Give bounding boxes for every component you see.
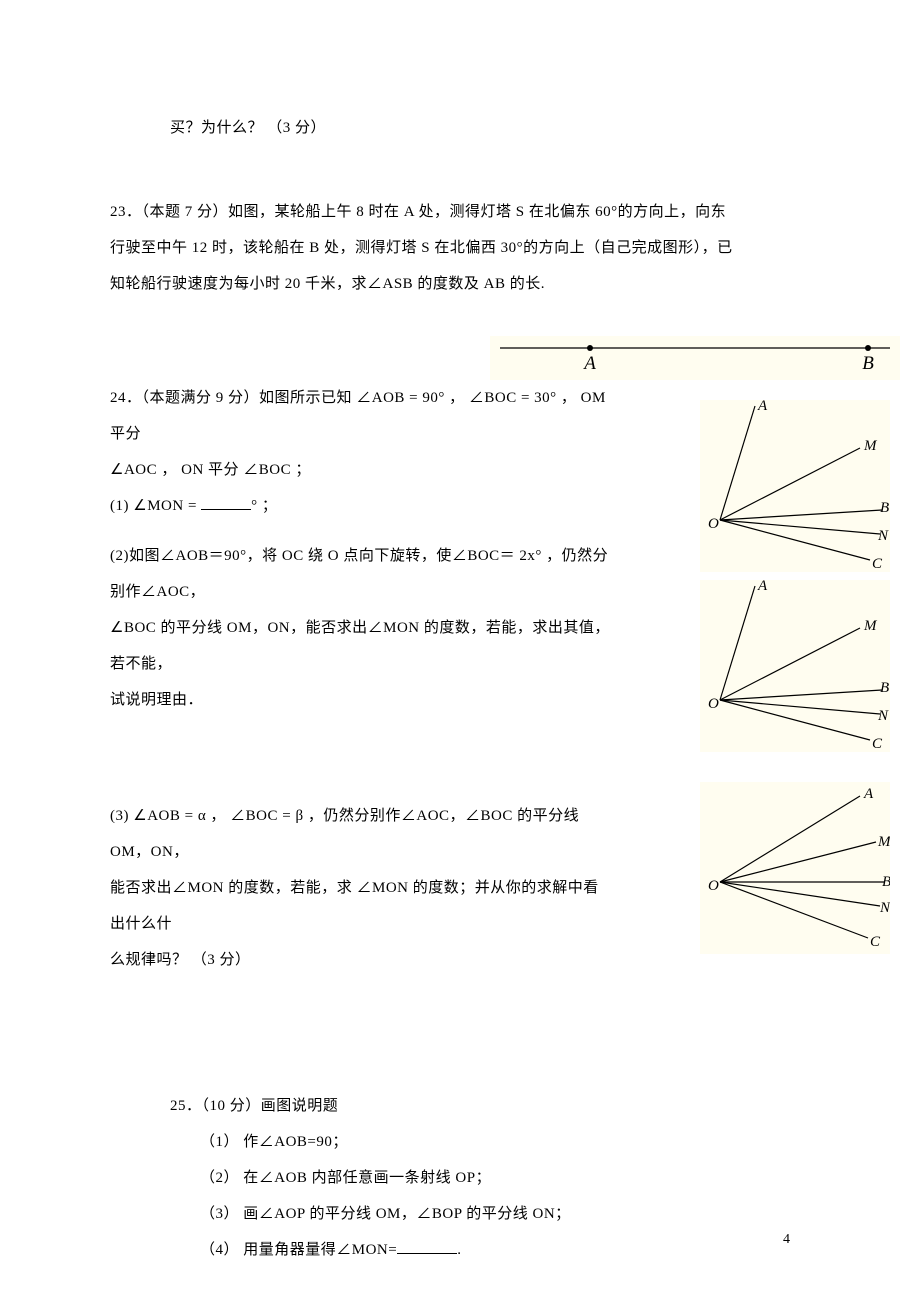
q23-line2: 行驶至中午 12 时，该轮船在 B 处，测得灯塔 S 在北偏西 30°的方向上（…: [110, 230, 810, 266]
svg-text:N: N: [877, 528, 889, 544]
svg-text:B: B: [862, 353, 874, 374]
q23-line3: 知轮船行驶速度为每小时 20 千米，求∠ASB 的度数及 AB 的长.: [110, 266, 810, 302]
q25-p3: （3） 画∠AOP 的平分线 OM，∠BOP 的平分线 ON；: [110, 1196, 810, 1232]
svg-text:B: B: [880, 680, 889, 696]
q24-part1-label: (1) ∠MON =: [110, 498, 201, 514]
q24-part2-l3: 试说明理由．: [110, 682, 610, 718]
svg-text:A: A: [757, 400, 768, 414]
q24-part3-l2: 能否求出∠MON 的度数，若能，求 ∠MON 的度数；并从你的求解中看出什么什: [110, 870, 610, 942]
q24-part2-l1: (2)如图∠AOB＝90°，将 OC 绕 O 点向下旋转，使∠BOC＝ 2x° …: [110, 538, 610, 610]
svg-text:C: C: [872, 736, 883, 752]
q24-part3-l3: 么规律吗？ （3 分）: [110, 942, 610, 978]
q24-diagram-3: O A M B N C: [700, 782, 890, 954]
svg-text:A: A: [757, 580, 768, 594]
svg-text:M: M: [863, 618, 878, 634]
q24-part2-l2: ∠BOC 的平分线 OM，ON，能否求出∠MON 的度数，若能，求出其值，若不能…: [110, 610, 610, 682]
svg-text:N: N: [879, 900, 890, 916]
svg-text:A: A: [582, 353, 596, 374]
q23-diagram: A B: [490, 336, 900, 380]
q24-diagram-2: O A M B N C: [700, 580, 890, 752]
q25-p2: （2） 在∠AOB 内部任意画一条射线 OP；: [110, 1160, 810, 1196]
q23-line1: 23．（本题 7 分）如图，某轮船上午 8 时在 A 处，测得灯塔 S 在北偏东…: [110, 194, 810, 230]
svg-text:C: C: [872, 556, 883, 572]
q25-p4-post: .: [457, 1242, 461, 1258]
blank-underline: [201, 494, 251, 510]
q24-part1: (1) ∠MON = ° ；: [110, 488, 610, 524]
svg-text:O: O: [708, 516, 719, 532]
q25-p1: （1） 作∠AOB=90；: [110, 1124, 810, 1160]
q24-part1-unit: ° ；: [251, 498, 277, 514]
svg-text:M: M: [863, 438, 878, 454]
q24-line2: ∠AOC ， ON 平分 ∠BOC ；: [110, 452, 610, 488]
q24-diagram-1: O A M B N C: [700, 400, 890, 572]
q25-p4-pre: （4） 用量角器量得∠MON=: [200, 1242, 397, 1258]
blank-underline: [397, 1238, 457, 1254]
svg-text:A: A: [863, 786, 874, 802]
page-number: 4: [783, 1232, 790, 1248]
q24-part3-l1: (3) ∠AOB = α ， ∠BOC = β ，仍然分别作∠AOC，∠BOC …: [110, 798, 610, 870]
q25-p4: （4） 用量角器量得∠MON=.: [110, 1232, 810, 1268]
q24-head: 24．（本题满分 9 分）如图所示已知 ∠AOB = 90° ， ∠BOC = …: [110, 380, 610, 452]
svg-text:B: B: [882, 874, 890, 890]
svg-text:O: O: [708, 878, 719, 894]
q25-head: 25．（10 分）画图说明题: [110, 1088, 810, 1124]
q22-tail-text: 买？为什么？ （3 分）: [110, 110, 810, 146]
svg-text:N: N: [877, 708, 889, 724]
svg-text:M: M: [877, 834, 890, 850]
svg-text:B: B: [880, 500, 889, 516]
svg-text:O: O: [708, 696, 719, 712]
svg-text:C: C: [870, 934, 881, 950]
